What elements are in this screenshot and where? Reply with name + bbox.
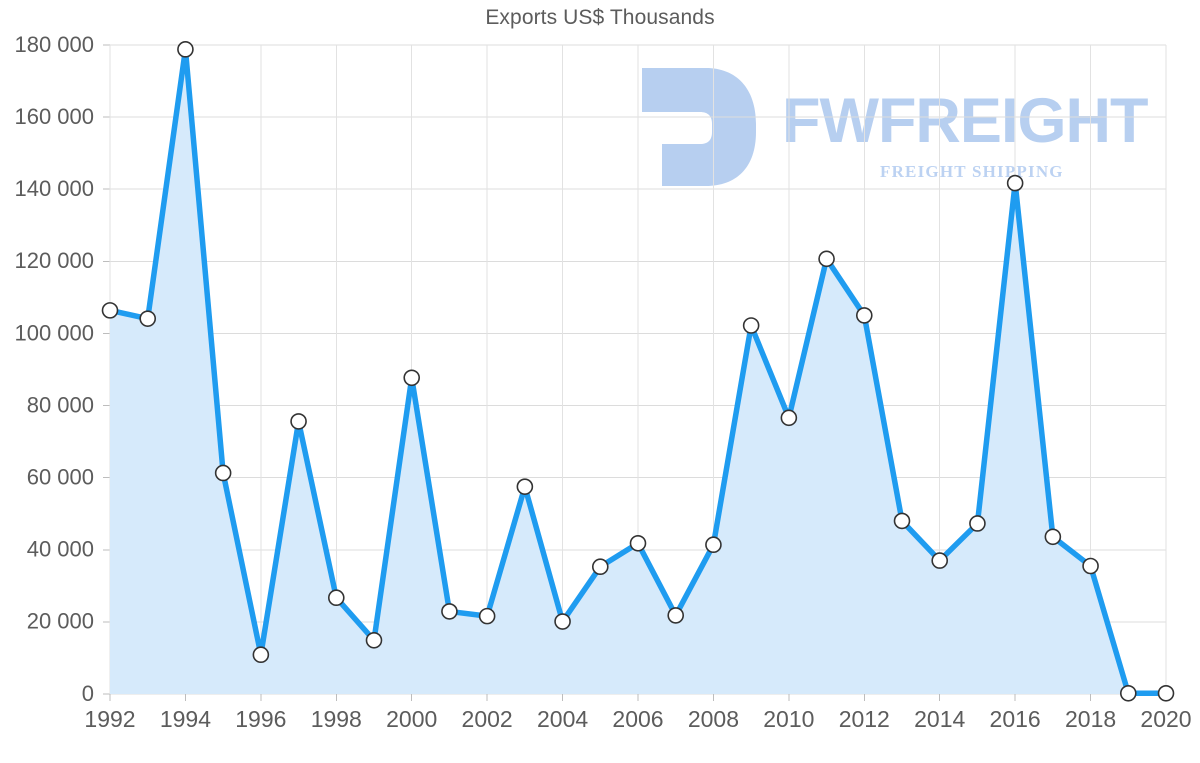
data-point-marker[interactable] (290, 413, 307, 430)
data-point-marker[interactable] (214, 464, 232, 482)
data-point-marker[interactable] (855, 307, 873, 324)
data-point-marker[interactable] (403, 369, 421, 387)
data-point-marker[interactable] (441, 603, 458, 620)
data-point-marker[interactable] (1044, 528, 1062, 546)
x-axis-tick-label: 1998 (311, 706, 362, 732)
data-point-marker[interactable] (591, 558, 609, 576)
x-axis-tick-label: 2000 (386, 706, 437, 732)
data-point-marker[interactable] (478, 607, 496, 625)
data-point-marker[interactable] (139, 310, 157, 327)
data-point-marker[interactable] (667, 607, 685, 624)
x-axis-labels: 1992 1994 1996 1998 2000 2002 2004 2006 2008 2010… (84, 706, 1191, 732)
chart-title: Exports US$ Thousands (485, 6, 715, 29)
y-axis-labels: 0 20 000 40 000 60 000 80 000 100 000 120 000 1… (14, 32, 94, 706)
data-point-marker[interactable] (1119, 684, 1137, 702)
x-axis-tick-label: 1992 (84, 706, 135, 732)
data-point-marker[interactable] (365, 631, 383, 649)
data-point-marker[interactable] (893, 512, 911, 530)
y-axis-tick-label: 180 000 (14, 32, 94, 57)
x-axis-tick-label: 2006 (612, 706, 663, 732)
series-area-fill (110, 49, 1166, 694)
data-point-marker[interactable] (969, 515, 986, 532)
data-point-marker[interactable] (705, 536, 722, 554)
x-axis-tick-label: 1996 (235, 706, 286, 732)
data-point-marker[interactable] (742, 317, 760, 334)
data-point-marker[interactable] (931, 552, 949, 569)
y-axis-tick-label: 100 000 (14, 320, 94, 345)
x-axis-tick-label: 2010 (763, 706, 814, 732)
data-point-marker[interactable] (516, 478, 534, 495)
y-axis-tick-label: 20 000 (27, 609, 94, 634)
x-axis-tick-label: 1994 (160, 706, 211, 732)
data-point-marker[interactable] (1006, 174, 1024, 192)
y-axis-tick-label: 40 000 (27, 537, 94, 562)
x-axis-tick-label: 2020 (1140, 706, 1191, 732)
data-point-marker[interactable] (780, 409, 798, 427)
data-point-marker[interactable] (818, 250, 835, 268)
y-axis-tick-label: 160 000 (14, 104, 94, 129)
data-point-marker[interactable] (327, 589, 345, 607)
data-point-marker[interactable] (101, 302, 119, 319)
x-axis-tick-label: 2016 (990, 706, 1041, 732)
y-axis-tick-label: 80 000 (27, 392, 94, 417)
x-axis-tick-label: 2008 (688, 706, 739, 732)
x-axis-tick-label: 2002 (462, 706, 513, 732)
data-point-marker[interactable] (629, 534, 647, 552)
x-axis-tick-label: 2012 (839, 706, 890, 732)
y-axis-tick-label: 140 000 (14, 176, 94, 201)
data-point-marker[interactable] (177, 41, 194, 58)
data-point-marker[interactable] (554, 613, 571, 630)
data-point-marker[interactable] (1157, 684, 1175, 702)
data-point-marker[interactable] (252, 646, 270, 664)
y-axis-tick-label: 0 (82, 681, 94, 706)
series-markers (101, 41, 1175, 702)
x-axis-tick-label: 2004 (537, 706, 588, 732)
y-axis-tick-label: 60 000 (27, 464, 94, 489)
x-axis-tick-label: 2018 (1065, 706, 1116, 732)
x-axis-tick-label: 2014 (914, 706, 965, 732)
data-point-marker[interactable] (1082, 557, 1099, 575)
y-axis-tick-label: 120 000 (14, 248, 94, 273)
